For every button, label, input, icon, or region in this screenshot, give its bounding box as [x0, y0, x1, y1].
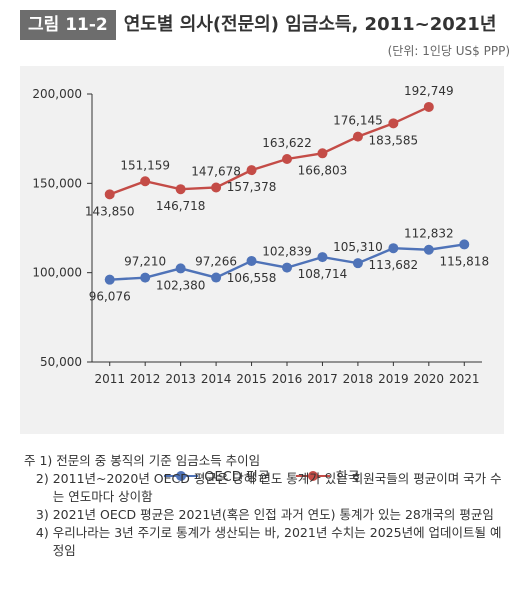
y-tick-label: 100,000	[32, 266, 82, 280]
series-line-korea	[109, 105, 430, 196]
unit-label: (단위: 1인당 US$ PPP)	[387, 44, 510, 58]
footnote-prefix: 주	[24, 453, 40, 468]
footnote-prefix	[24, 506, 36, 524]
x-tick-label: 2011	[94, 372, 125, 386]
data-point-oecd	[423, 244, 434, 255]
figure-number-badge: 그림 11-2	[20, 10, 116, 40]
x-tick-label: 2016	[272, 372, 303, 386]
data-point-oecd	[388, 243, 399, 254]
data-point-korea	[352, 131, 363, 142]
data-label-korea: 151,159	[120, 158, 170, 172]
data-label-oecd: 112,832	[404, 227, 454, 241]
data-point-oecd	[140, 272, 151, 283]
data-label-oecd: 105,310	[333, 240, 383, 254]
footnote-text: 2011년~2020년 OECD 평균은 당해 연도 통계가 있는 회원국들의 …	[52, 471, 502, 504]
data-label-korea: 143,850	[85, 204, 135, 218]
footnote: 3) 2021년 OECD 평균은 2021년(혹은 인접 과거 연도) 통계가…	[24, 506, 512, 524]
data-label-korea: 146,718	[156, 199, 206, 213]
data-label-oecd: 108,714	[298, 267, 348, 281]
data-label-oecd: 106,558	[227, 271, 277, 285]
data-label-oecd: 97,210	[124, 255, 166, 269]
x-tick-label: 2021	[449, 372, 480, 386]
footnote: 4) 우리나라는 3년 주기로 통계가 생산되는 바, 2021년 수치는 20…	[24, 524, 512, 560]
footnote-number: 4)	[35, 525, 53, 540]
data-point-korea	[175, 184, 186, 195]
x-tick-label: 2020	[414, 372, 445, 386]
x-tick-label: 2015	[236, 372, 267, 386]
data-point-korea	[211, 182, 222, 193]
footnotes: 주 1) 전문의 중 봉직의 기준 임금소득 추이임 2) 2011년~2020…	[24, 452, 512, 560]
footnote: 주 1) 전문의 중 봉직의 기준 임금소득 추이임	[24, 452, 512, 470]
data-point-korea	[140, 176, 151, 187]
footnote-text: 전문의 중 봉직의 기준 임금소득 추이임	[56, 453, 261, 468]
footnote-number: 3)	[35, 507, 53, 522]
data-label-korea: 147,678	[191, 164, 241, 178]
x-tick-label: 2012	[130, 372, 161, 386]
data-point-oecd	[211, 272, 222, 283]
footnote: 2) 2011년~2020년 OECD 평균은 당해 연도 통계가 있는 회원국…	[24, 470, 512, 506]
y-tick-label: 200,000	[32, 87, 82, 101]
footnote-prefix	[24, 470, 36, 506]
data-label-korea: 163,622	[262, 136, 312, 150]
data-point-oecd	[459, 239, 470, 250]
data-point-korea	[282, 153, 292, 164]
chart-legend: OECD 평균 한국	[20, 466, 504, 485]
data-point-korea	[317, 148, 328, 159]
figure-title: 연도별 의사(전문의) 임금소득, 2011~2021년	[123, 14, 497, 35]
data-label-oecd: 102,380	[156, 278, 206, 292]
data-point-korea	[104, 189, 115, 200]
y-tick-label: 150,000	[32, 176, 82, 190]
data-point-oecd	[317, 252, 328, 263]
data-label-korea: 183,585	[369, 133, 419, 147]
data-label-oecd: 113,682	[369, 258, 419, 272]
legend-item-oecd: OECD 평균	[164, 466, 270, 485]
legend-swatch-korea	[295, 470, 330, 482]
data-label-oecd: 96,076	[89, 290, 131, 304]
x-tick-label: 2017	[307, 372, 338, 386]
chart-panel: 50,000 100,000 150,000 200,000 2011 2012 2013 2…	[20, 66, 504, 485]
data-label-oecd: 102,839	[262, 245, 312, 259]
legend-item-korea: 한국	[295, 466, 360, 485]
y-tick-label: 50,000	[40, 355, 82, 369]
legend-label-korea: 한국	[335, 470, 360, 485]
data-point-oecd	[175, 263, 186, 274]
data-label-korea: 166,803	[298, 163, 348, 177]
footnote-text: 2021년 OECD 평균은 2021년(혹은 인접 과거 연도) 통계가 있는…	[52, 507, 494, 522]
data-point-oecd	[352, 258, 363, 269]
figure-header: 그림 11-2 연도별 의사(전문의) 임금소득, 2011~2021년	[20, 10, 496, 40]
data-label-korea: 176,145	[333, 114, 383, 128]
data-point-oecd	[282, 262, 292, 273]
line-chart: 50,000 100,000 150,000 200,000 2011 2012 2013 2…	[32, 84, 489, 386]
footnote-number: 2)	[35, 471, 53, 486]
x-tick-label: 2019	[378, 372, 409, 386]
x-tick-label: 2018	[343, 372, 374, 386]
footnote-text: 우리나라는 3년 주기로 통계가 생산되는 바, 2021년 수치는 2025년…	[52, 525, 502, 558]
data-point-oecd	[246, 255, 257, 266]
data-point-korea	[423, 101, 434, 112]
footnote-number: 1)	[39, 453, 57, 468]
data-label-korea: 157,378	[227, 180, 277, 194]
data-label-oecd: 115,818	[439, 254, 489, 268]
footnote-prefix	[24, 524, 36, 560]
legend-swatch-oecd	[164, 470, 199, 482]
data-label-korea: 192,749	[404, 84, 454, 98]
data-point-korea	[246, 165, 257, 176]
legend-label-oecd: OECD 평균	[204, 470, 270, 485]
x-tick-label: 2013	[165, 372, 196, 386]
x-tick-label: 2014	[201, 372, 232, 386]
data-point-korea	[388, 118, 399, 129]
data-point-oecd	[104, 274, 115, 285]
data-label-oecd: 97,266	[195, 255, 237, 269]
